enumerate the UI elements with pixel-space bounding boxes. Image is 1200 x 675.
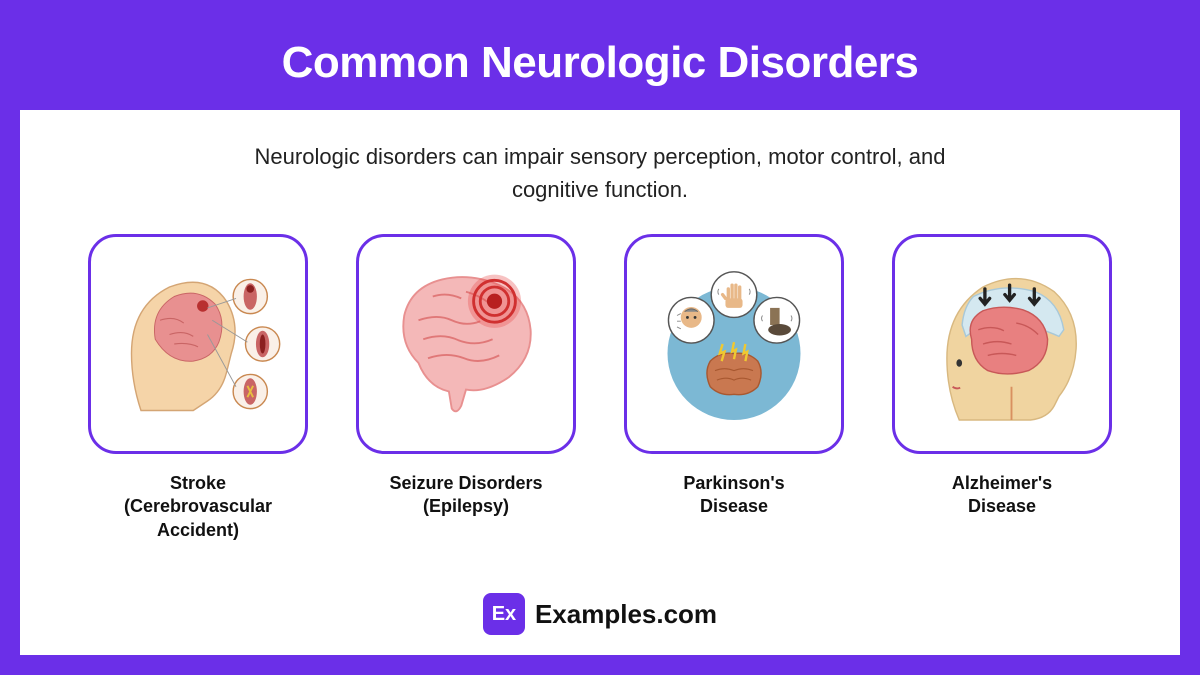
alzheimers-icon [907,249,1097,439]
cards-row: Stroke (Cerebrovascular Accident) Seizur… [60,234,1140,542]
stroke-icon [103,249,293,439]
card-image-alzheimers [892,234,1112,454]
card-image-seizure [356,234,576,454]
card-image-parkinsons [624,234,844,454]
seizure-icon [371,249,561,439]
page-title: Common Neurologic Disorders [20,38,1180,88]
logo-text: Examples.com [535,599,717,630]
header: Common Neurologic Disorders [20,20,1180,110]
card-label-alzheimers: Alzheimer's Disease [952,472,1052,519]
logo-icon: Ex [483,593,525,635]
card-stroke: Stroke (Cerebrovascular Accident) [78,234,318,542]
parkinsons-icon [639,249,829,439]
card-label-stroke: Stroke (Cerebrovascular Accident) [124,472,272,542]
footer: Ex Examples.com [483,573,717,635]
content-box: Neurologic disorders can impair sensory … [20,110,1180,655]
logo-abbr: Ex [492,603,516,626]
card-alzheimers: Alzheimer's Disease [882,234,1122,542]
description-text: Neurologic disorders can impair sensory … [240,140,960,206]
card-label-seizure: Seizure Disorders (Epilepsy) [389,472,542,519]
card-label-parkinsons: Parkinson's Disease [683,472,784,519]
card-seizure: Seizure Disorders (Epilepsy) [346,234,586,542]
card-image-stroke [88,234,308,454]
card-parkinsons: Parkinson's Disease [614,234,854,542]
